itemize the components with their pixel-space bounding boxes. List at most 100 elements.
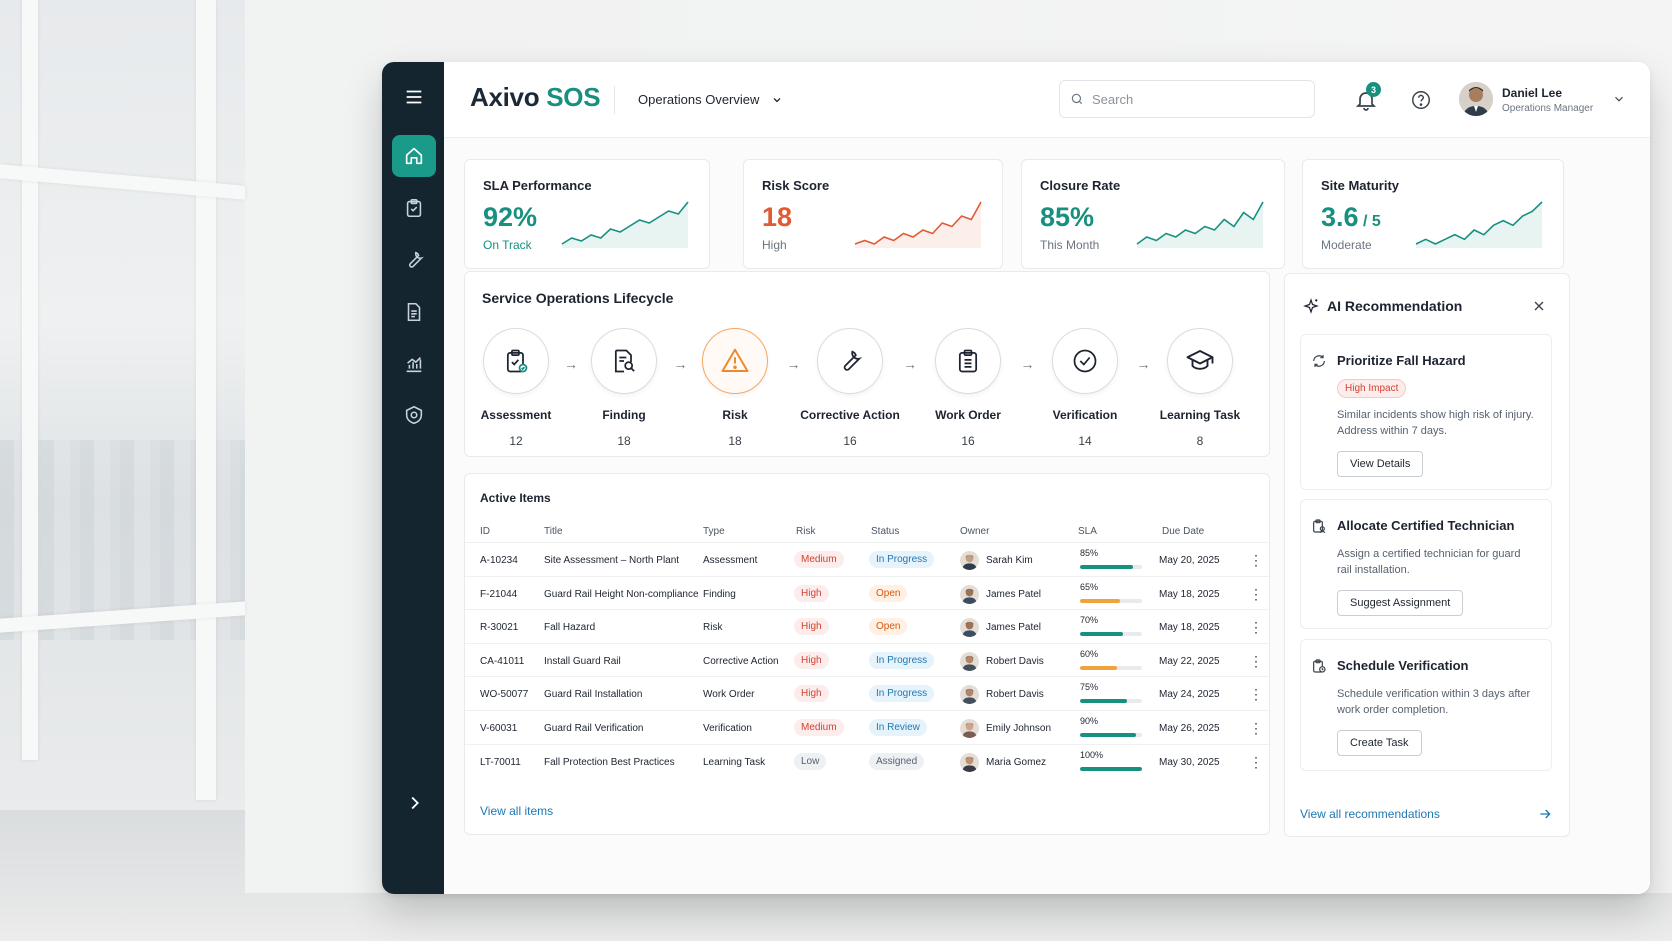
- main-content: Axivo SOS Operations Overview 3 Daniel L…: [444, 62, 1650, 894]
- more-options-icon[interactable]: ⋮: [1249, 753, 1263, 770]
- document-icon[interactable]: [392, 291, 436, 333]
- check-circle-icon: [1052, 328, 1118, 394]
- sla-percent: 75%: [1080, 682, 1099, 693]
- app-logo[interactable]: Axivo SOS: [470, 82, 601, 113]
- sla-progress-bar: [1080, 632, 1142, 637]
- column-header[interactable]: Type: [703, 526, 725, 537]
- search-box[interactable]: [1059, 80, 1315, 118]
- stage-label: Finding: [602, 408, 646, 422]
- lifecycle-stage[interactable]: Work Order 16: [908, 328, 1028, 448]
- lifecycle-stage[interactable]: Verification 14: [1025, 328, 1145, 448]
- arrow-right-icon: →: [903, 356, 917, 372]
- status-badge: In Progress: [869, 551, 935, 568]
- view-selector[interactable]: Operations Overview: [638, 92, 783, 107]
- kpi-value: 92%: [483, 202, 537, 233]
- status-badge: Open: [869, 618, 908, 636]
- column-header[interactable]: SLA: [1078, 526, 1097, 537]
- table-title: Active Items: [480, 491, 551, 505]
- avatar[interactable]: [1459, 82, 1493, 116]
- chevron-down-icon: [773, 97, 781, 102]
- sla-progress-bar: [1080, 766, 1142, 771]
- chart-icon[interactable]: [392, 343, 436, 385]
- table-row[interactable]: LT-70011 Fall Protection Best Practices Le…: [465, 743, 1269, 780]
- shield-gear-icon[interactable]: [392, 394, 436, 436]
- notification-badge: 3: [1366, 82, 1381, 97]
- table-row[interactable]: CA-41011 Install Guard Rail Corrective Act…: [465, 642, 1269, 679]
- clipboard-check-icon[interactable]: [392, 187, 436, 229]
- kpi-card[interactable]: SLA Performance 92% On Track: [464, 159, 710, 269]
- divider: [614, 86, 615, 114]
- sparkline-chart: [561, 201, 689, 248]
- sparkle-icon: [1303, 298, 1319, 314]
- avatar: [960, 551, 979, 570]
- recommendation-action-button[interactable]: Create Task: [1337, 730, 1422, 756]
- close-icon[interactable]: [1531, 298, 1547, 314]
- floor: [0, 893, 1672, 941]
- more-options-icon[interactable]: ⋮: [1249, 552, 1263, 568]
- menu-icon[interactable]: [392, 76, 436, 118]
- stage-count: 8: [1196, 434, 1204, 448]
- table-row[interactable]: F-21044 Guard Rail Height Non-compliance F…: [465, 575, 1269, 612]
- column-header[interactable]: ID: [480, 526, 490, 537]
- user-role: Operations Manager: [1502, 103, 1594, 114]
- view-all-items-link[interactable]: View all items: [480, 804, 554, 818]
- owner-name: Robert Davis: [986, 689, 1044, 701]
- more-options-icon[interactable]: ⋮: [1249, 686, 1263, 703]
- sla-progress-fill: [1080, 733, 1136, 737]
- wrench-icon: [817, 328, 883, 394]
- kpi-title: SLA Performance: [483, 178, 592, 193]
- recommendation-action-button[interactable]: Suggest Assignment: [1337, 590, 1464, 616]
- clipboard-user-icon: [1311, 518, 1327, 539]
- sparkline-chart: [1136, 201, 1264, 248]
- kpi-card[interactable]: Closure Rate 85% This Month: [1021, 159, 1285, 269]
- owner-name: James Patel: [986, 622, 1042, 634]
- app-window: Axivo SOS Operations Overview 3 Daniel L…: [382, 62, 1650, 894]
- recommendation-card: Prioritize Fall Hazard High Impact Similar…: [1300, 334, 1552, 490]
- column-header[interactable]: Status: [871, 526, 900, 537]
- avatar: [960, 584, 979, 604]
- arrow-right-icon[interactable]: [1537, 806, 1553, 822]
- window-frame: [196, 0, 216, 800]
- lifecycle-stage[interactable]: Finding 18: [564, 328, 684, 448]
- search-input[interactable]: [1092, 91, 1292, 107]
- lifecycle-title: Service Operations Lifecycle: [482, 290, 674, 306]
- wrench-icon[interactable]: [392, 239, 436, 281]
- chevron-right-icon[interactable]: [392, 782, 436, 824]
- help-icon[interactable]: [1410, 89, 1432, 111]
- lifecycle-stage[interactable]: Assessment 12: [456, 328, 576, 448]
- lifecycle-stage[interactable]: Corrective Action 16: [790, 328, 910, 448]
- more-options-icon[interactable]: ⋮: [1249, 652, 1263, 669]
- kpi-title: Site Maturity: [1321, 178, 1400, 193]
- table-row[interactable]: WO-50077 Guard Rail Installation Work Orde…: [465, 676, 1269, 712]
- sparkline-chart: [854, 201, 982, 248]
- home-icon[interactable]: [392, 135, 436, 177]
- column-header[interactable]: Owner: [960, 526, 990, 537]
- sla-progress-fill: [1080, 632, 1124, 637]
- more-options-icon[interactable]: ⋮: [1249, 619, 1263, 636]
- kpi-card[interactable]: Risk Score 18 High: [743, 159, 1003, 269]
- due-date: May 30, 2025: [1159, 756, 1220, 768]
- table-row[interactable]: V-60031 Guard Rail Verification Verificati…: [465, 710, 1269, 746]
- due-date: May 20, 2025: [1159, 555, 1220, 566]
- sla-percent: 60%: [1080, 648, 1099, 659]
- risk-badge: Medium: [794, 551, 844, 568]
- column-header[interactable]: Due Date: [1162, 526, 1205, 537]
- column-header[interactable]: Risk: [796, 526, 816, 537]
- more-options-icon[interactable]: ⋮: [1249, 720, 1263, 736]
- more-options-icon[interactable]: ⋮: [1249, 585, 1263, 602]
- lifecycle-stage[interactable]: Risk 18: [675, 328, 795, 448]
- stage-count: 18: [617, 434, 631, 448]
- chevron-down-icon[interactable]: [1612, 92, 1626, 106]
- table-row[interactable]: A-10234 Site Assessment – North Plant Asse…: [465, 542, 1269, 578]
- avatar: [960, 685, 979, 705]
- recommendation-action-button[interactable]: View Details: [1337, 451, 1424, 477]
- view-all-recommendations-link[interactable]: View all recommendations: [1300, 807, 1440, 821]
- table-row[interactable]: R-30021 Fall Hazard Risk High Open James Pate…: [465, 609, 1269, 645]
- kpi-subtitle: Moderate: [1321, 238, 1372, 252]
- warning-icon: [702, 328, 768, 394]
- owner-name: Maria Gomez: [986, 756, 1047, 768]
- column-header[interactable]: Title: [544, 526, 563, 537]
- kpi-card[interactable]: Site Maturity 3.6 / 5 Moderate: [1302, 159, 1564, 269]
- lifecycle-stage[interactable]: Learning Task 8: [1140, 328, 1260, 448]
